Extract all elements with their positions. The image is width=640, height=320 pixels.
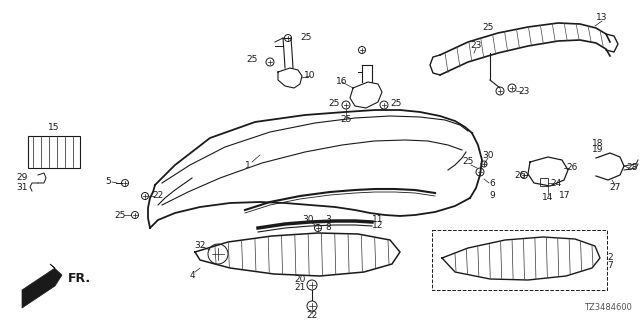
Text: FR.: FR. bbox=[68, 271, 91, 284]
Text: 16: 16 bbox=[336, 77, 348, 86]
Text: 11: 11 bbox=[372, 215, 384, 225]
Text: 23: 23 bbox=[518, 87, 530, 97]
Text: 22: 22 bbox=[307, 311, 317, 320]
Text: 25: 25 bbox=[462, 157, 474, 166]
Text: 30: 30 bbox=[483, 150, 493, 159]
Text: 13: 13 bbox=[596, 13, 608, 22]
Text: 25: 25 bbox=[300, 34, 312, 43]
Text: TZ3484600: TZ3484600 bbox=[584, 303, 632, 312]
Text: 19: 19 bbox=[592, 146, 604, 155]
Text: 22: 22 bbox=[152, 191, 164, 201]
Text: 31: 31 bbox=[16, 183, 28, 193]
Text: 26: 26 bbox=[515, 171, 525, 180]
Text: 9: 9 bbox=[489, 190, 495, 199]
Bar bbox=[28, 136, 80, 168]
Text: 25: 25 bbox=[115, 211, 125, 220]
Text: 1: 1 bbox=[245, 161, 251, 170]
Text: 25: 25 bbox=[390, 100, 402, 108]
Text: 28: 28 bbox=[627, 164, 637, 172]
Text: 30: 30 bbox=[302, 215, 314, 225]
Text: 26: 26 bbox=[566, 164, 578, 172]
Text: 24: 24 bbox=[550, 179, 562, 188]
Text: 15: 15 bbox=[48, 124, 60, 132]
Text: 17: 17 bbox=[559, 191, 571, 201]
Text: 21: 21 bbox=[294, 284, 306, 292]
Text: 20: 20 bbox=[294, 276, 306, 284]
Text: 23: 23 bbox=[470, 41, 482, 50]
Text: 14: 14 bbox=[542, 193, 554, 202]
Text: 25: 25 bbox=[246, 55, 258, 65]
Text: 25: 25 bbox=[483, 23, 493, 33]
Text: 5: 5 bbox=[105, 178, 111, 187]
Text: 18: 18 bbox=[592, 139, 604, 148]
Bar bbox=[432, 230, 607, 290]
Text: 4: 4 bbox=[189, 270, 195, 279]
Text: 8: 8 bbox=[325, 223, 331, 233]
Text: 12: 12 bbox=[372, 221, 384, 230]
Text: 3: 3 bbox=[325, 215, 331, 225]
Text: 25: 25 bbox=[328, 100, 340, 108]
Text: 29: 29 bbox=[16, 173, 28, 182]
Text: 7: 7 bbox=[607, 261, 613, 270]
Text: 25: 25 bbox=[340, 116, 352, 124]
Bar bbox=[540, 178, 548, 186]
Text: 32: 32 bbox=[195, 241, 205, 250]
Polygon shape bbox=[22, 264, 62, 308]
Text: 10: 10 bbox=[304, 71, 316, 81]
Text: 2: 2 bbox=[607, 253, 613, 262]
Text: 27: 27 bbox=[609, 183, 621, 193]
Text: 6: 6 bbox=[489, 179, 495, 188]
